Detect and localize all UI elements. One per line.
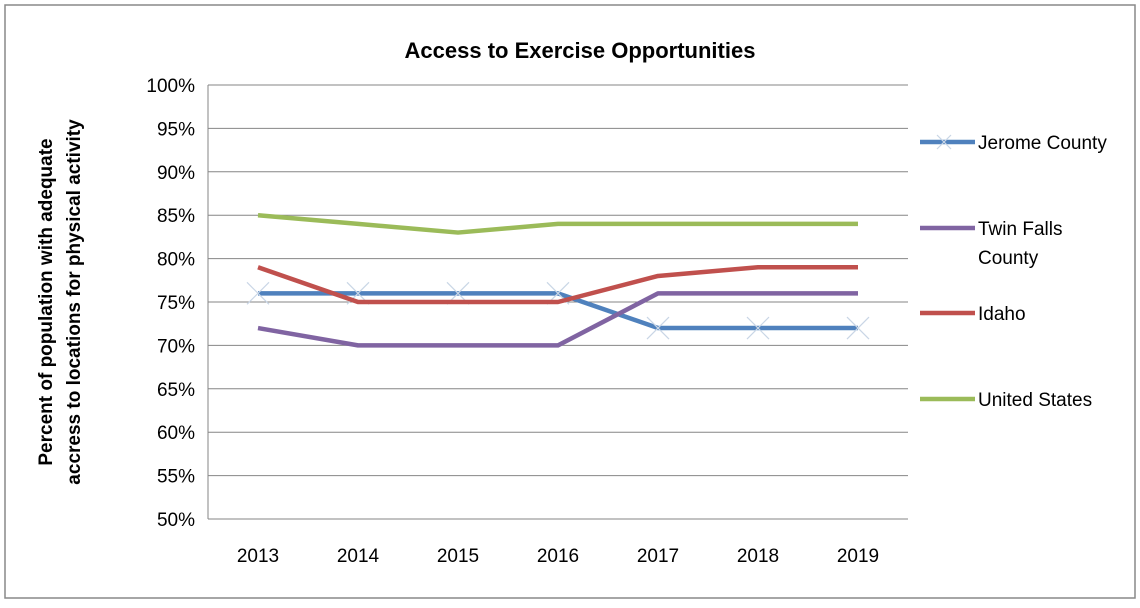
y-tick-label: 80% xyxy=(157,250,195,271)
legend-label: United States xyxy=(978,390,1092,411)
y-tick-label: 90% xyxy=(157,163,195,184)
x-tick-label: 2013 xyxy=(237,546,279,567)
x-tick-label: 2015 xyxy=(437,546,479,567)
y-axis-label-line: accress to locations for physical activi… xyxy=(64,119,85,485)
x-tick-label: 2019 xyxy=(837,546,879,567)
x-tick-label: 2018 xyxy=(737,546,779,567)
y-tick-label: 75% xyxy=(157,293,195,314)
y-tick-label: 95% xyxy=(157,119,195,140)
y-tick-label: 100% xyxy=(146,76,195,97)
y-tick-label: 55% xyxy=(157,467,195,488)
y-tick-label: 85% xyxy=(157,206,195,227)
legend-label: Twin Falls xyxy=(978,219,1062,240)
legend-label: Idaho xyxy=(978,304,1026,325)
y-tick-label: 50% xyxy=(157,510,195,531)
x-tick-label: 2016 xyxy=(537,546,579,567)
chart-title: Access to Exercise Opportunities xyxy=(405,38,756,63)
y-tick-label: 65% xyxy=(157,380,195,401)
legend-label: County xyxy=(978,248,1039,269)
x-tick-label: 2014 xyxy=(337,546,380,567)
y-tick-label: 70% xyxy=(157,336,195,357)
y-tick-label: 60% xyxy=(157,423,195,444)
x-tick-label: 2017 xyxy=(637,546,679,567)
y-axis-label-line: Percent of population with adequate xyxy=(36,138,57,465)
legend-label: Jerome County xyxy=(978,133,1107,154)
